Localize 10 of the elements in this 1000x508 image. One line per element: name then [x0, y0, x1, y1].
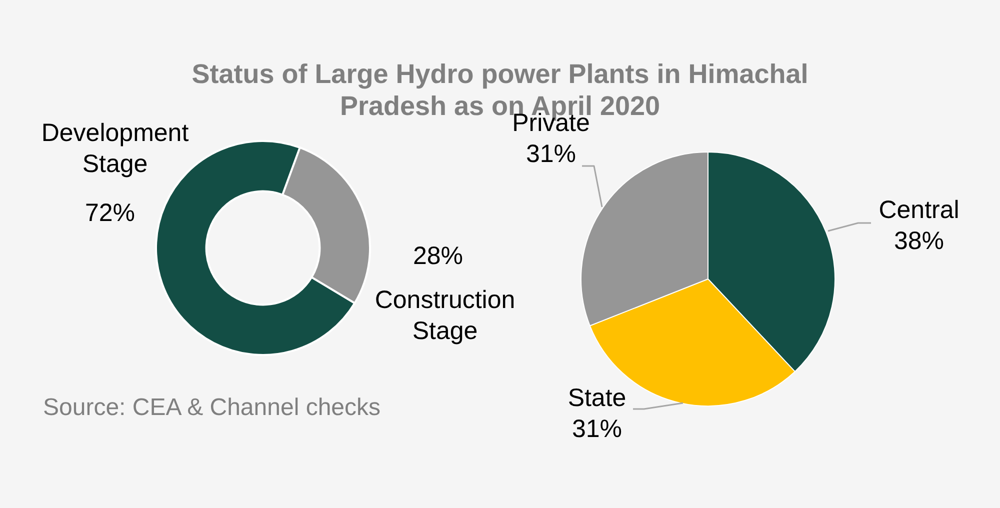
slice-label: Development Stage: [41, 119, 189, 178]
data-label: 28%: [412, 242, 464, 270]
slice-label: Construction Stage: [374, 286, 516, 345]
slice-label: Central: [878, 196, 960, 224]
data-label: 31%: [526, 140, 576, 168]
data-label: 31%: [572, 415, 622, 443]
source-note: Source: CEA & Channel checks: [43, 394, 381, 421]
slice-label: State: [568, 384, 626, 412]
data-label: 38%: [894, 227, 944, 255]
data-label: 72%: [84, 199, 136, 227]
